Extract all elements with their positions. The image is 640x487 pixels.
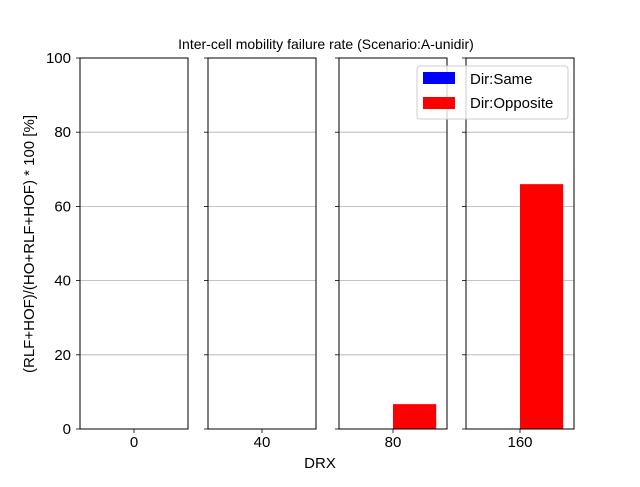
legend-swatch-same	[423, 72, 455, 84]
x-tick-label: 0	[130, 434, 138, 451]
legend-label-opposite: Dir:Opposite	[470, 95, 553, 112]
bar	[520, 184, 564, 429]
x-tick-label: 160	[507, 434, 532, 451]
x-tick-label: 40	[254, 434, 271, 451]
panel-frame	[338, 57, 448, 430]
y-axis-label: (RLF+HOF)/(HO+RLF+HOF) * 100 [%]	[21, 115, 38, 373]
y-tick-label: 100	[46, 50, 71, 67]
legend: Dir:Same Dir:Opposite	[416, 65, 569, 120]
y-tick-label: 0	[63, 421, 71, 438]
chart-title: Inter-cell mobility failure rate (Scenar…	[178, 36, 474, 52]
legend-label-same: Dir:Same	[470, 71, 533, 88]
panels: 0 40 80 160 0 20 40 60 80 100	[46, 50, 575, 451]
panel-frame	[465, 57, 575, 430]
y-tick-label: 60	[54, 198, 71, 215]
x-tick-label: 80	[385, 434, 402, 451]
y-tick-label: 80	[54, 124, 71, 141]
x-axis-label: DRX	[304, 455, 336, 472]
bar	[393, 404, 437, 429]
panel-frame	[79, 57, 189, 430]
y-tick-label: 20	[54, 347, 71, 364]
y-tick-label: 40	[54, 273, 71, 290]
panel-frame	[207, 57, 317, 430]
legend-swatch-opposite	[423, 97, 455, 109]
